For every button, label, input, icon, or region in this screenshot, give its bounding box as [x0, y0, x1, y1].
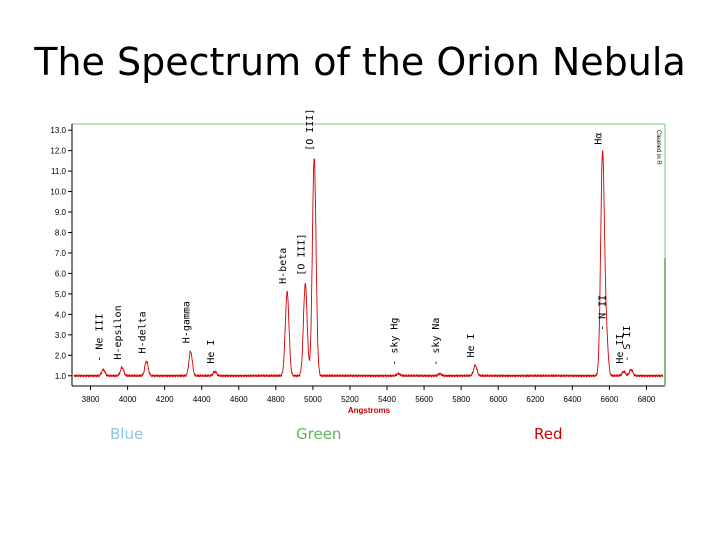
y-tick-label: 7.0	[55, 249, 67, 258]
y-tick-label: 6.0	[55, 269, 67, 278]
band-label-green: Green	[296, 425, 342, 443]
peak-label: - sky Na	[431, 318, 442, 366]
band-label-red: Red	[534, 425, 563, 443]
peak-label: - Ne III	[94, 313, 105, 361]
y-tick-label: 2.0	[55, 351, 67, 360]
y-tick-label: 9.0	[55, 208, 67, 217]
y-tick-label: 5.0	[55, 290, 67, 299]
x-tick-label: 4400	[193, 395, 211, 404]
spectrum-line	[73, 150, 664, 378]
band-label-blue: Blue	[110, 425, 144, 443]
x-tick-label: 5600	[415, 395, 433, 404]
slide-title: The Spectrum of the Orion Nebula	[34, 40, 686, 84]
x-tick-label: 3800	[82, 395, 100, 404]
peak-label: He I	[206, 340, 217, 364]
y-tick-label: 13.0	[50, 126, 66, 135]
y-tick-label: 11.0	[51, 167, 67, 176]
x-tick-label: 4600	[230, 395, 248, 404]
peak-label: Hα	[594, 133, 605, 145]
y-tick-label: 3.0	[55, 331, 67, 340]
x-tick-label: 4000	[119, 395, 137, 404]
peak-label: H-delta	[137, 311, 148, 353]
peak-label: H-beta	[278, 248, 289, 284]
peak-label: He II	[615, 334, 626, 364]
x-tick-label: 6800	[638, 395, 656, 404]
y-tick-label: 10.0	[50, 188, 66, 197]
peak-label: - S II	[622, 326, 633, 362]
y-tick-label: 4.0	[55, 310, 67, 319]
x-tick-label: 4200	[156, 395, 174, 404]
x-tick-label: 6000	[489, 395, 507, 404]
x-tick-label: 5200	[341, 395, 359, 404]
peak-label: H-epsilon	[113, 305, 124, 359]
peak-label: - N II	[597, 295, 608, 331]
x-axis-label: Angstroms	[348, 406, 391, 415]
corner-note: Cleaned in R	[655, 130, 661, 165]
x-tick-label: 6200	[526, 395, 544, 404]
x-tick-label: 6400	[563, 395, 581, 404]
x-tick-label: 6600	[601, 395, 619, 404]
peak-label: He I	[466, 333, 477, 357]
x-tick-label: 5800	[452, 395, 470, 404]
y-tick-label: 8.0	[55, 228, 67, 237]
x-tick-label: 5000	[304, 395, 322, 404]
x-tick-label: 4800	[267, 395, 285, 404]
peak-label: [O III]	[296, 234, 307, 276]
y-tick-label: 1.0	[55, 372, 67, 381]
peak-label: - sky Hg	[389, 318, 400, 366]
peak-label: [O III]	[305, 109, 316, 151]
peak-label: H-gamma	[182, 301, 193, 343]
y-tick-label: 12.0	[50, 147, 66, 156]
x-tick-label: 5400	[378, 395, 396, 404]
